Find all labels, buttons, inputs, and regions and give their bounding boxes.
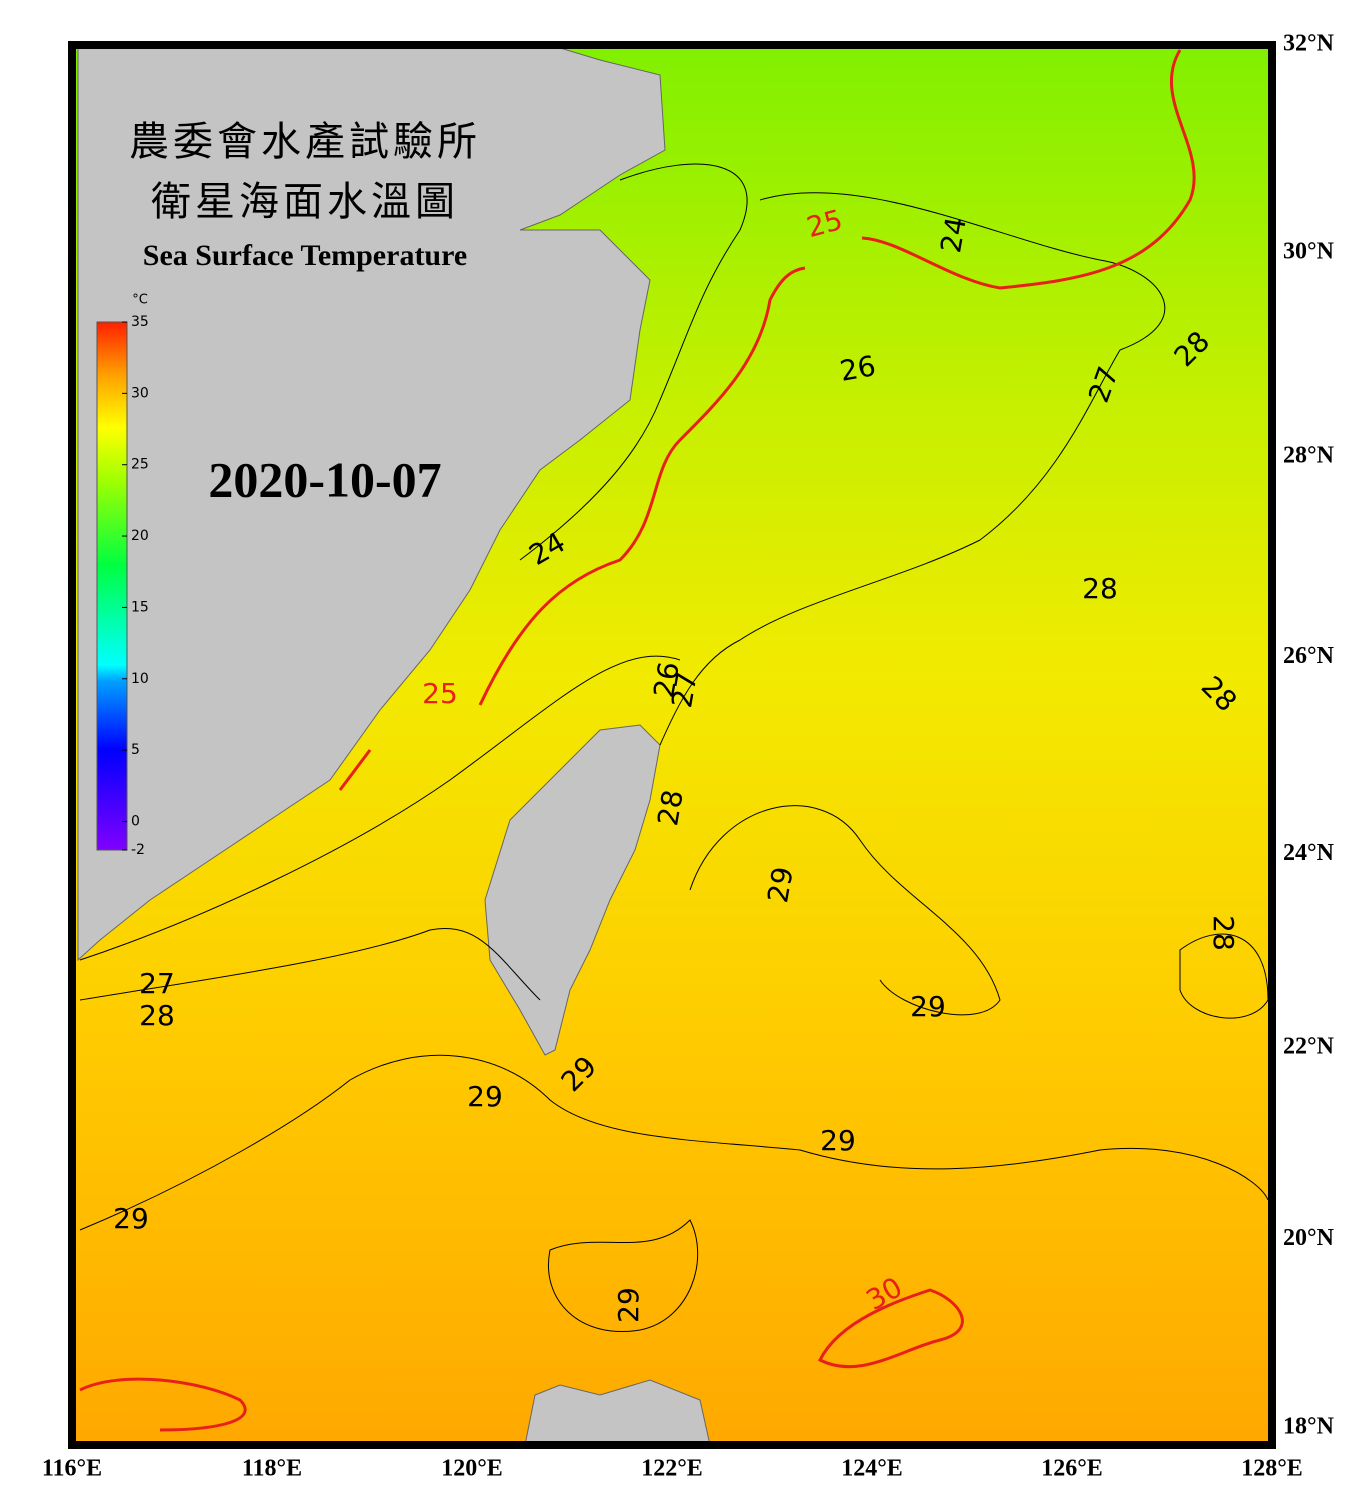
contour-label: 29 <box>467 1080 503 1113</box>
lon-label: 124°E <box>841 1456 903 1482</box>
contours-25-30 <box>79 49 1196 1432</box>
colorbar-ticks: 35 30 25 20 15 10 5 0 -2 <box>122 314 149 858</box>
mainland <box>77 49 666 962</box>
contours <box>79 163 1268 1332</box>
colorbar-tick-label: 0 <box>131 813 140 829</box>
colorbar-unit: °C <box>132 293 148 308</box>
colorbar-tick-label: 30 <box>131 385 149 401</box>
contour-label: 29 <box>761 864 800 905</box>
title-en: Sea Surface Temperature <box>143 239 467 272</box>
contour-label: 29 <box>113 1202 149 1235</box>
lat-label: 26°N <box>1283 643 1335 669</box>
contour-label: 28 <box>139 999 175 1032</box>
lon-label: 118°E <box>242 1456 302 1482</box>
date: 2020-10-07 <box>208 451 441 507</box>
map-frame <box>68 41 1276 1449</box>
contour-label: 28 <box>1207 915 1240 951</box>
contour-25 <box>478 266 806 706</box>
contour-label: 24 <box>934 214 973 255</box>
contour-label: 27 <box>665 669 704 710</box>
lat-label: 30°N <box>1283 239 1335 265</box>
lat-label: 22°N <box>1283 1034 1335 1060</box>
contour-label: 29 <box>612 1287 645 1323</box>
subtitle-zh: 衛星海面水溫圖 <box>151 179 459 225</box>
title-zh: 農委會水產試驗所 <box>129 119 481 165</box>
colorbar-tick-label: 5 <box>131 742 140 758</box>
contour-label: 26 <box>837 349 878 388</box>
lon-label: 120°E <box>441 1456 503 1482</box>
contour <box>79 655 681 961</box>
contour-label: 26 <box>647 659 686 700</box>
contour-label: 29 <box>910 990 946 1023</box>
contour <box>659 192 1166 746</box>
lon-label: 126°E <box>1041 1456 1103 1482</box>
contour <box>1179 933 1268 1019</box>
contour-label: 28 <box>651 787 690 828</box>
contour-25 <box>861 49 1196 290</box>
lon-label: 128°E <box>1241 1456 1303 1482</box>
contour-label: 28 <box>1082 572 1118 605</box>
axes: 116°E 118°E 120°E 122°E 124°E 126°E 128°E 32°N 3… <box>42 31 1335 1482</box>
contour-label: 29 <box>820 1124 856 1157</box>
colorbar-tick-label: 35 <box>131 314 149 330</box>
contour <box>548 1219 699 1332</box>
colorbar-tick-label: 10 <box>131 671 149 687</box>
contour-label: 25 <box>422 677 458 710</box>
colorbar-tick-label: 15 <box>131 599 149 615</box>
lon-label: 122°E <box>641 1456 703 1482</box>
taiwan <box>484 724 661 1056</box>
contour <box>79 1054 1268 1231</box>
contour-label: 27 <box>139 967 175 1000</box>
lon-label: 116°E <box>42 1456 102 1482</box>
colorbar-tick-label: -2 <box>131 842 145 858</box>
contour-25 <box>338 749 372 791</box>
colorbar-tick-label: 25 <box>131 457 149 473</box>
lat-label: 18°N <box>1283 1414 1335 1440</box>
colorbar-tick-label: 20 <box>131 528 149 544</box>
contour <box>79 928 541 1001</box>
contour-30 <box>817 1288 964 1369</box>
lat-label: 20°N <box>1283 1225 1335 1251</box>
contour <box>689 805 1001 1016</box>
luzon <box>525 1379 710 1441</box>
lat-label: 24°N <box>1283 840 1335 866</box>
lat-label: 32°N <box>1283 31 1335 57</box>
contour-30 <box>79 1377 247 1432</box>
lat-label: 28°N <box>1283 443 1335 469</box>
colorbar <box>96 321 128 851</box>
contour <box>519 163 748 561</box>
